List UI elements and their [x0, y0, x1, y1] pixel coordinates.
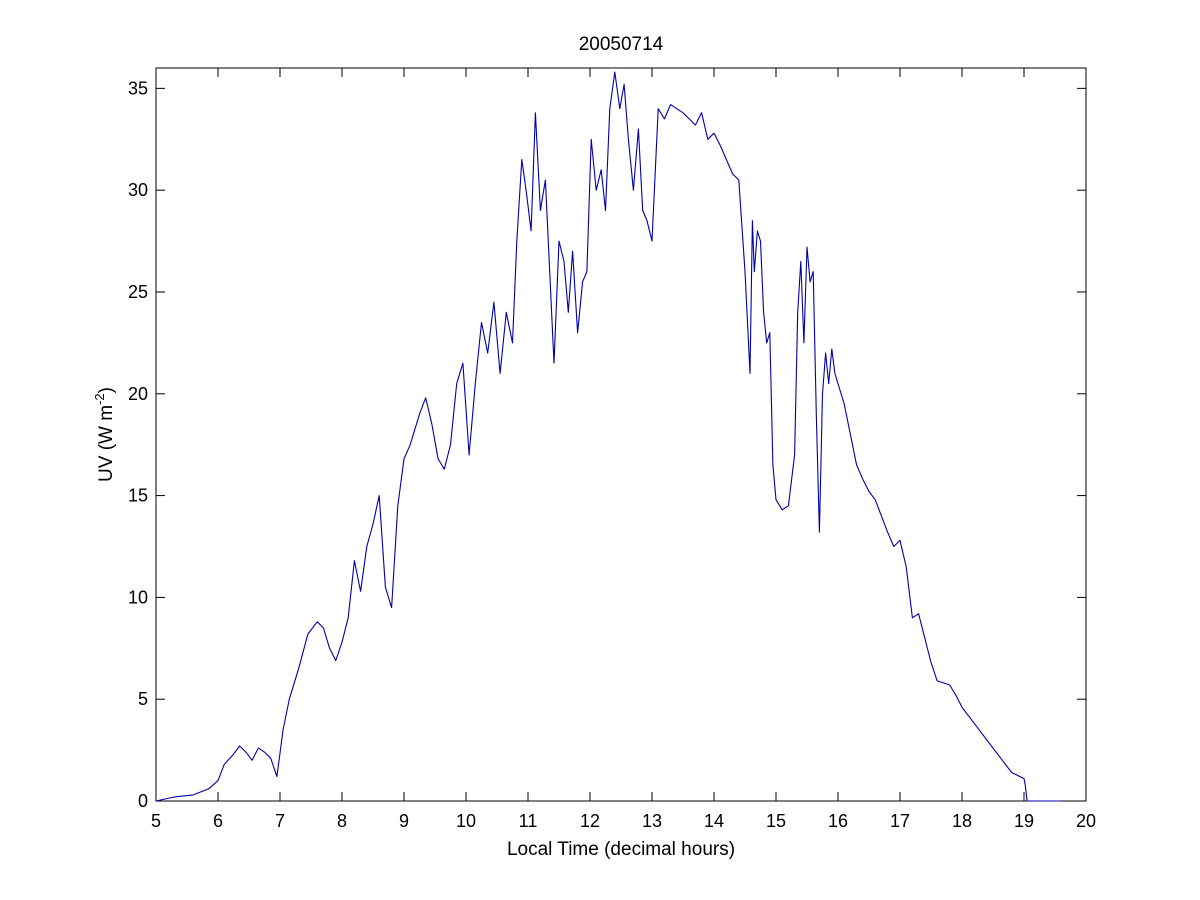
- x-tick-label: 17: [890, 811, 910, 831]
- y-tick-label: 10: [128, 587, 148, 607]
- y-axis-label-main: UV (W m: [96, 405, 117, 482]
- x-tick-label: 18: [952, 811, 972, 831]
- x-tick-labels: 5 6 7 8 9 10 11 12 13 14 15 16 17 18 19 20: [151, 811, 1096, 831]
- y-axis-label-superscript: -2: [92, 393, 107, 405]
- x-tick-label: 8: [337, 811, 347, 831]
- x-tick-label: 6: [213, 811, 223, 831]
- y-axis-label-close: ): [96, 387, 117, 393]
- x-tick-label: 5: [151, 811, 161, 831]
- y-tick-label: 20: [128, 384, 148, 404]
- y-tick-label: 5: [138, 689, 148, 709]
- x-tick-label: 12: [580, 811, 600, 831]
- y-tick-labels: 0 5 10 15 20 25 30 35: [128, 78, 148, 811]
- y-tick-label: 30: [128, 180, 148, 200]
- y-tick-label: 25: [128, 282, 148, 302]
- y-tick-label: 15: [128, 486, 148, 506]
- plot-area: [155, 67, 1087, 802]
- x-tick-label: 11: [519, 811, 538, 831]
- x-tick-label: 16: [828, 811, 848, 831]
- x-tick-label: 20: [1076, 811, 1096, 831]
- y-tick-label: 0: [138, 791, 148, 811]
- data-lines: [155, 71, 1062, 802]
- x-tick-label: 10: [456, 811, 476, 831]
- tick-marks: [155, 68, 1087, 802]
- chart-title: 20050714: [579, 34, 664, 55]
- x-tick-label: 19: [1014, 811, 1034, 831]
- y-tick-label: 35: [128, 78, 148, 98]
- x-axis-label: Local Time (decimal hours): [507, 839, 735, 860]
- x-tick-label: 9: [399, 811, 409, 831]
- y-axis-label: UV (W m-2): [92, 387, 117, 482]
- x-tick-label: 15: [766, 811, 786, 831]
- series-line-0: [155, 71, 1062, 802]
- x-tick-label: 7: [275, 811, 285, 831]
- x-tick-label: 13: [642, 811, 662, 831]
- x-tick-label: 14: [704, 811, 724, 831]
